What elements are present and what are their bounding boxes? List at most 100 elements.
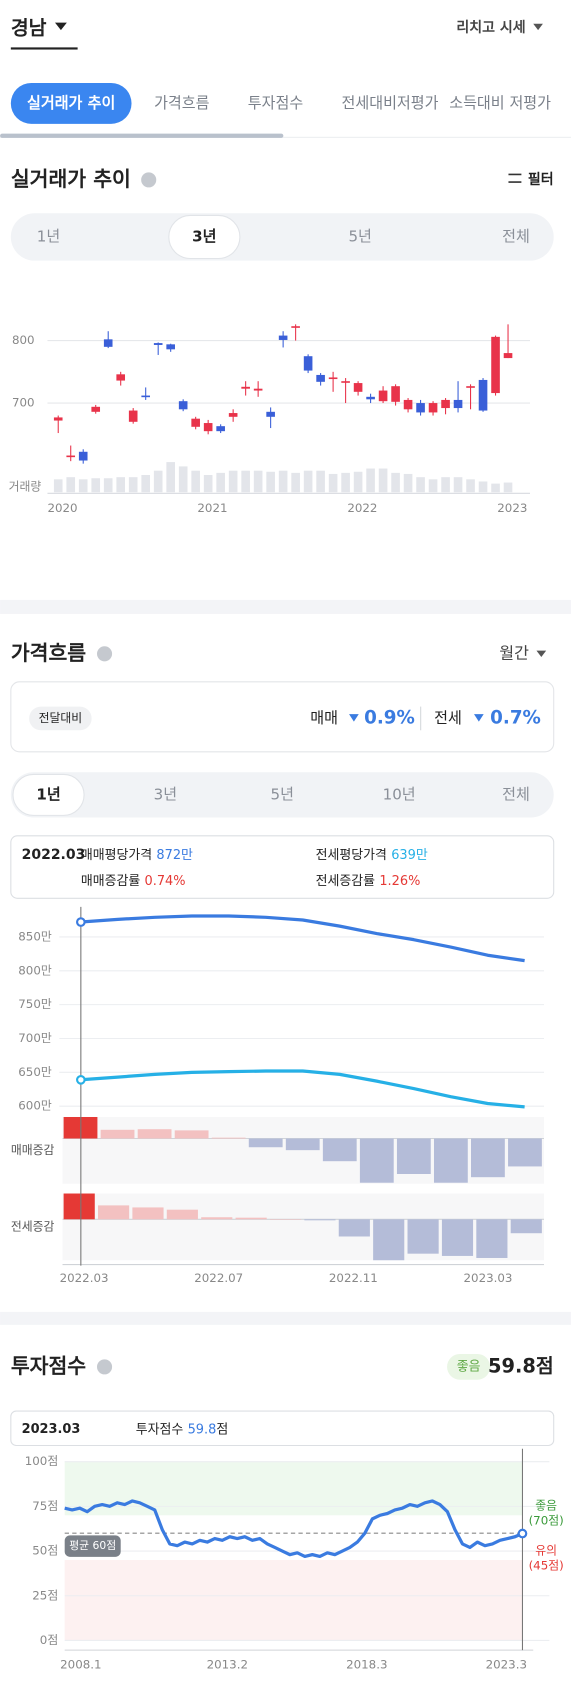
candle-body [78, 451, 88, 461]
candle-body [66, 455, 76, 458]
volume-bar [378, 468, 388, 493]
period[interactable]: 3년 [154, 785, 177, 803]
volume-bar [266, 471, 275, 493]
volume-bar [216, 472, 225, 493]
period[interactable]: 5년 [348, 227, 371, 245]
interval[interactable]: 월간 [499, 643, 529, 662]
candle-body [478, 379, 488, 411]
score: 59.8점 [488, 1354, 554, 1377]
period[interactable]: 3년 [192, 227, 216, 245]
period[interactable]: 10년 [383, 785, 416, 803]
volume-bar [91, 478, 101, 493]
candle-body [253, 388, 263, 391]
tab[interactable]: 투자점수 [248, 94, 304, 112]
candle-body [416, 403, 425, 413]
threshold-name: 좋음 [535, 1498, 557, 1512]
tab[interactable]: 전세대비저평가 [342, 94, 439, 112]
candle-body [91, 406, 101, 412]
badge [447, 1353, 491, 1380]
bar [137, 1129, 172, 1139]
period[interactable]: 1년 [36, 785, 60, 803]
x-tick-label: 2013.2 [207, 1658, 248, 1672]
section-gap [0, 599, 571, 614]
volume-bar [241, 470, 250, 493]
threshold-name: 유의 [535, 1544, 557, 1558]
period[interactable]: 전체 [502, 785, 530, 803]
tab[interactable]: 가격흐름 [154, 94, 210, 112]
compare-name: 매매 [310, 709, 338, 727]
candle-body [341, 381, 350, 383]
period-active [12, 773, 85, 816]
region[interactable]: 경남 [11, 17, 47, 40]
bar [508, 1138, 542, 1167]
bar [476, 1219, 508, 1258]
help-icon[interactable] [141, 172, 157, 188]
bar [248, 1138, 283, 1148]
volume-bar [166, 462, 175, 493]
volume-bar [253, 470, 263, 493]
help-icon[interactable] [97, 1359, 113, 1375]
threshold-label: (45점) [529, 1559, 564, 1573]
volume-bar [478, 481, 488, 493]
candle-body [466, 386, 475, 388]
x-tick-label: 2020 [47, 501, 77, 515]
bar [433, 1138, 468, 1183]
tooltip-label: 전세평당가격 [316, 848, 387, 863]
volume-bar [128, 477, 138, 493]
volume-bar [116, 477, 126, 493]
candle-body [441, 399, 450, 409]
period-selector [10, 213, 554, 261]
period[interactable]: 1년 [37, 227, 60, 245]
bar [373, 1219, 405, 1261]
tooltip-date: 2022.03 [22, 847, 86, 863]
filter[interactable]: 필터 [528, 171, 554, 188]
scroll-indicator [0, 133, 284, 138]
caret [536, 650, 547, 658]
volume-bar [78, 479, 88, 493]
bar [407, 1219, 439, 1254]
candle-body [328, 377, 338, 380]
bar [166, 1209, 198, 1220]
bar [132, 1207, 164, 1220]
help-icon[interactable] [97, 646, 113, 662]
caret [54, 22, 67, 31]
cursor-point [76, 1074, 86, 1085]
down-arrow [349, 714, 359, 722]
volume-bar [278, 470, 288, 493]
candle-body [366, 396, 375, 400]
period[interactable]: 전체 [502, 227, 530, 245]
candle-body [291, 326, 300, 328]
y-tick-label: 700만 [18, 1031, 52, 1045]
bar [98, 1205, 130, 1220]
tooltip-row: 매매증감률 0.74% [81, 874, 186, 889]
compare-change: 0.7% [490, 707, 541, 728]
volume-bar [103, 478, 113, 493]
volume-bar [53, 479, 63, 493]
volume-bar [416, 477, 425, 493]
period-selector [10, 772, 554, 818]
volume-bar [291, 472, 300, 493]
volume-label: 거래량 [9, 479, 42, 493]
x-tick-label: 2022 [347, 501, 377, 515]
x-tick-label: 2021 [197, 501, 227, 515]
down-arrow [473, 714, 484, 722]
volume-bar [366, 468, 375, 493]
period[interactable]: 5년 [271, 785, 294, 803]
tab[interactable]: 실거래가 추이 [27, 94, 115, 112]
good-band [64, 1461, 523, 1516]
y-tick-label: 800만 [18, 963, 52, 977]
tooltip-label: 전세증감률 [316, 874, 375, 889]
volume-bar [203, 475, 213, 493]
menu[interactable]: 리치고 시세 [456, 20, 525, 36]
y-tick-label: 25점 [32, 1588, 58, 1602]
section-title: 실거래가 추이 [11, 167, 131, 191]
candle-body [166, 344, 175, 350]
caution-band [64, 1559, 523, 1641]
tab[interactable]: 소득대비 저평가 [449, 94, 551, 112]
tooltip-value: 1.26% [379, 874, 420, 889]
bar-label: 전세증감 [11, 1219, 55, 1233]
x-tick-label: 2018.3 [346, 1658, 387, 1672]
bar [211, 1137, 246, 1139]
